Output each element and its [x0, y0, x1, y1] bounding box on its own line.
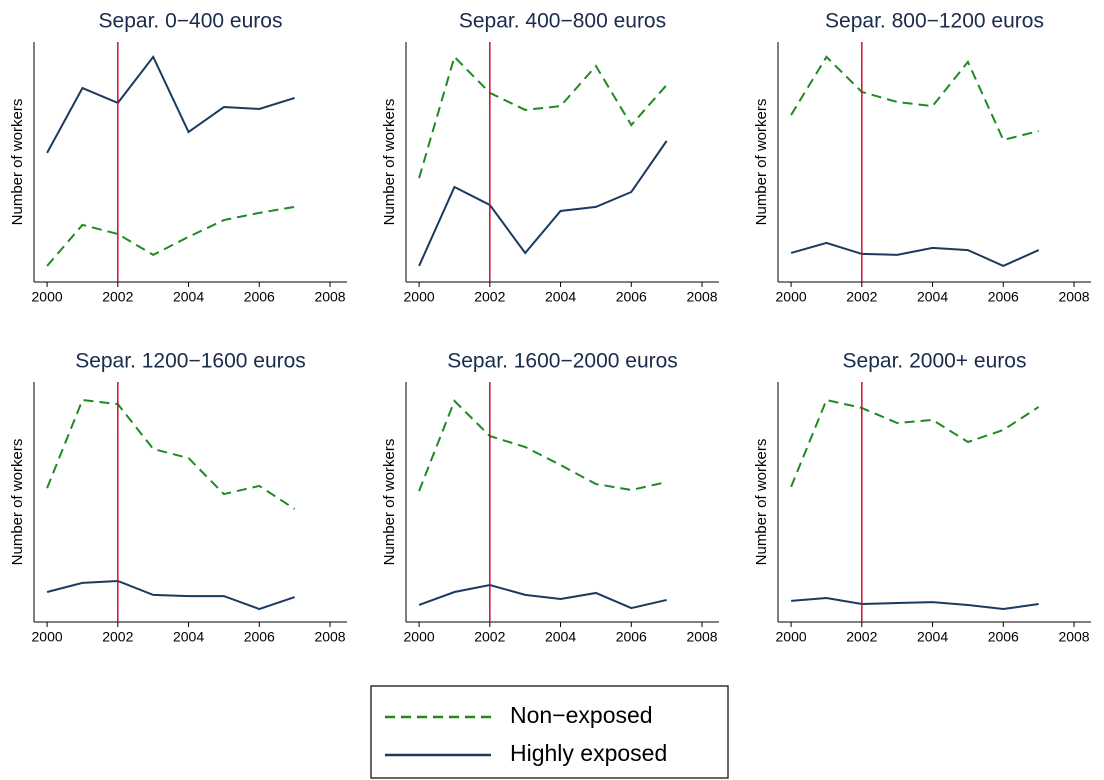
series-line — [790, 55, 1039, 142]
legend-box — [370, 685, 729, 779]
series-line — [46, 54, 295, 154]
y-axis-label: Number of workers — [753, 99, 770, 226]
x-tick-label: 2000 — [32, 629, 63, 645]
x-tick-label: 2000 — [404, 289, 435, 305]
x-tick-label: 2004 — [545, 289, 576, 305]
x-tick-label: 2004 — [173, 629, 204, 645]
x-tick-label: 2008 — [314, 289, 345, 305]
x-tick-label: 2002 — [474, 289, 505, 305]
panel-title: Separ. 0−400 euros — [99, 10, 283, 33]
series-line — [46, 579, 295, 611]
panel-title: Separ. 800−1200 euros — [825, 10, 1044, 33]
series-line — [790, 241, 1040, 268]
x-tick-label: 2006 — [244, 629, 275, 645]
x-tick-label: 2006 — [988, 289, 1019, 305]
y-axis-label: Number of workers — [753, 439, 770, 566]
x-tick-label: 2006 — [244, 289, 275, 305]
series-line — [46, 398, 296, 510]
x-tick-label: 2004 — [545, 629, 576, 645]
panel-title: Separ. 2000+ euros — [843, 350, 1027, 373]
x-tick-label: 2008 — [1058, 289, 1089, 305]
x-tick-label: 2008 — [1058, 629, 1089, 645]
series-line — [790, 398, 1040, 488]
x-tick-label: 2000 — [404, 629, 435, 645]
panel-title: Separ. 1600−2000 euros — [447, 350, 678, 373]
series-line — [418, 54, 668, 179]
x-tick-label: 2002 — [846, 289, 877, 305]
x-tick-label: 2008 — [314, 629, 345, 645]
x-tick-label: 2002 — [474, 629, 505, 645]
x-tick-label: 2004 — [917, 629, 948, 645]
x-tick-label: 2000 — [32, 289, 63, 305]
y-axis-label: Number of workers — [9, 439, 26, 566]
series-line — [46, 205, 295, 267]
series-line — [791, 596, 1039, 611]
x-tick-label: 2008 — [686, 289, 717, 305]
legend-label: Highly exposed — [510, 740, 667, 766]
panel-title: Separ. 400−800 euros — [459, 10, 666, 33]
x-tick-label: 2008 — [686, 629, 717, 645]
y-axis-label: Number of workers — [381, 439, 398, 566]
x-tick-label: 2004 — [917, 289, 948, 305]
x-tick-label: 2004 — [173, 289, 204, 305]
x-tick-label: 2002 — [102, 289, 133, 305]
x-tick-label: 2000 — [776, 289, 807, 305]
series-line — [418, 399, 667, 492]
series-line — [418, 584, 667, 610]
x-tick-label: 2006 — [616, 629, 647, 645]
y-axis-label: Number of workers — [381, 99, 398, 226]
x-tick-label: 2006 — [988, 629, 1019, 645]
x-tick-label: 2002 — [102, 629, 133, 645]
panel-title: Separ. 1200−1600 euros — [75, 350, 306, 373]
x-tick-label: 2002 — [846, 629, 877, 645]
series-line — [418, 140, 668, 267]
y-axis-label: Number of workers — [9, 99, 26, 226]
x-tick-label: 2000 — [776, 629, 807, 645]
x-tick-label: 2006 — [616, 289, 647, 305]
legend-label: Non−exposed — [510, 702, 653, 728]
